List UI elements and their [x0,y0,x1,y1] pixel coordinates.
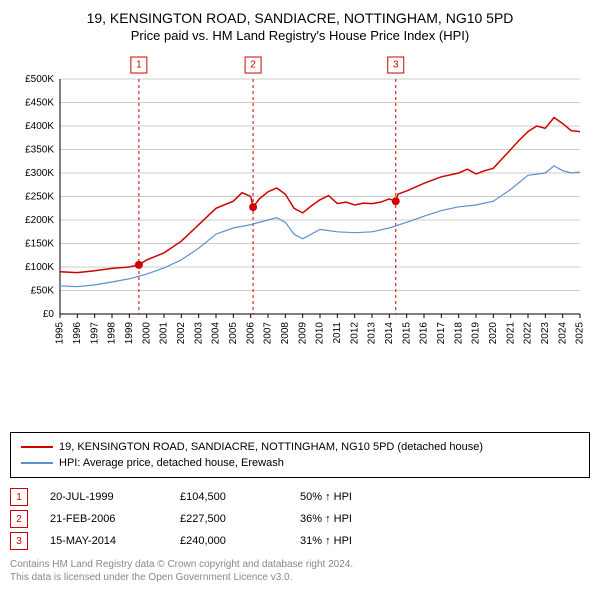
svg-text:1: 1 [136,60,142,71]
chart-area: £0 £50K £100K £150K £200K £250K £300K £350K £400… [10,49,590,426]
svg-text:2022: 2022 [523,322,534,345]
svg-text:£450K: £450K [25,98,54,109]
svg-text:2008: 2008 [280,322,291,345]
sale-row: 1 20-JUL-1999 £104,500 50% ↑ HPI [10,486,590,508]
svg-text:£100K: £100K [25,262,54,273]
sale-date: 21-FEB-2006 [50,513,180,525]
sale-date: 15-MAY-2014 [50,535,180,547]
svg-text:2017: 2017 [436,322,447,345]
svg-text:£50K: £50K [31,286,55,297]
sale-diff: 36% ↑ HPI [300,513,420,525]
sale-diff: 50% ↑ HPI [300,491,420,503]
svg-text:2013: 2013 [367,322,378,345]
svg-text:1995: 1995 [55,322,66,345]
svg-text:£350K: £350K [25,145,54,156]
svg-text:2023: 2023 [540,322,551,345]
svg-text:2: 2 [250,60,256,71]
chart-subtitle: Price paid vs. HM Land Registry's House … [10,28,590,43]
legend-label: 19, KENSINGTON ROAD, SANDIACRE, NOTTINGH… [59,439,483,455]
svg-text:2014: 2014 [384,322,395,345]
sale-diff: 31% ↑ HPI [300,535,420,547]
legend-item: 19, KENSINGTON ROAD, SANDIACRE, NOTTINGH… [21,439,579,455]
svg-text:£500K: £500K [25,74,54,85]
svg-text:2018: 2018 [453,322,464,345]
svg-text:2005: 2005 [228,322,239,345]
sale-date: 20-JUL-1999 [50,491,180,503]
svg-text:2001: 2001 [159,322,170,345]
chart-title: 19, KENSINGTON ROAD, SANDIACRE, NOTTINGH… [10,10,590,26]
sale-marker-icon: 1 [10,488,28,506]
svg-text:£0: £0 [43,309,55,320]
svg-text:2010: 2010 [315,322,326,345]
svg-text:2024: 2024 [557,322,568,345]
sale-row: 3 15-MAY-2014 £240,000 31% ↑ HPI [10,530,590,552]
footer-notice: Contains HM Land Registry data © Crown c… [10,558,590,584]
footer-line: Contains HM Land Registry data © Crown c… [10,558,590,571]
svg-text:£400K: £400K [25,121,54,132]
sale-price: £240,000 [180,535,300,547]
svg-text:1999: 1999 [124,322,135,345]
sale-marker-icon: 3 [10,532,28,550]
svg-text:2025: 2025 [575,322,586,345]
sale-price: £104,500 [180,491,300,503]
svg-text:2009: 2009 [297,322,308,345]
svg-text:2004: 2004 [211,322,222,345]
svg-text:2019: 2019 [471,322,482,345]
footer-line: This data is licensed under the Open Gov… [10,571,590,584]
svg-text:1997: 1997 [89,322,100,345]
svg-text:2011: 2011 [332,322,343,344]
svg-text:2016: 2016 [419,322,430,345]
svg-text:2021: 2021 [505,322,516,345]
svg-text:2007: 2007 [263,322,274,345]
svg-text:2015: 2015 [401,322,412,345]
svg-text:£300K: £300K [25,168,54,179]
svg-text:3: 3 [393,60,399,71]
svg-text:1998: 1998 [107,322,118,345]
svg-text:2006: 2006 [245,322,256,345]
svg-text:£200K: £200K [25,215,54,226]
svg-text:2002: 2002 [176,322,187,345]
svg-text:£150K: £150K [25,239,54,250]
svg-text:2000: 2000 [141,322,152,345]
line-chart: £0 £50K £100K £150K £200K £250K £300K £350K £400… [10,49,590,359]
sale-row: 2 21-FEB-2006 £227,500 36% ↑ HPI [10,508,590,530]
sale-price: £227,500 [180,513,300,525]
svg-text:2003: 2003 [193,322,204,345]
svg-text:2020: 2020 [488,322,499,345]
legend-box: 19, KENSINGTON ROAD, SANDIACRE, NOTTINGH… [10,432,590,478]
svg-text:2012: 2012 [349,322,360,345]
legend-swatch [21,446,53,448]
legend-item: HPI: Average price, detached house, Erew… [21,455,579,471]
svg-text:1996: 1996 [72,322,83,345]
sale-marker-icon: 2 [10,510,28,528]
chart-titles: 19, KENSINGTON ROAD, SANDIACRE, NOTTINGH… [10,10,590,49]
sales-table: 1 20-JUL-1999 £104,500 50% ↑ HPI 2 21-FE… [10,486,590,552]
legend-label: HPI: Average price, detached house, Erew… [59,455,284,471]
legend-swatch [21,462,53,464]
svg-text:£250K: £250K [25,192,54,203]
